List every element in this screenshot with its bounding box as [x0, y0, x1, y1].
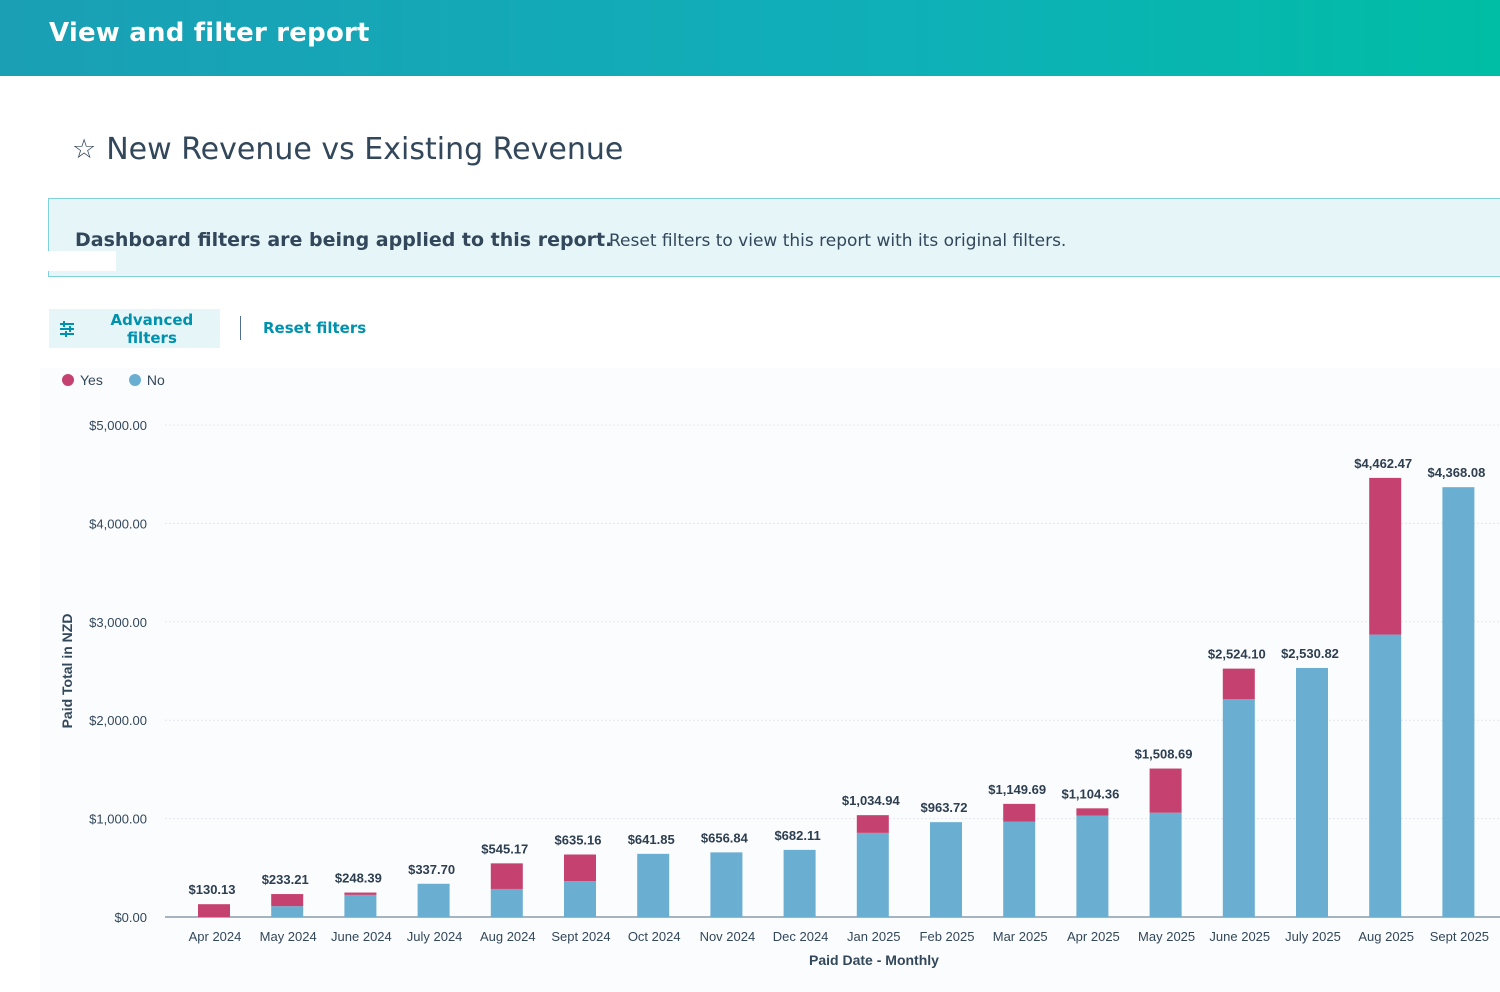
star-outline-icon[interactable]: ☆ — [72, 134, 97, 164]
sliders-icon — [60, 320, 74, 337]
y-axis-title: Paid Total in NZD — [59, 614, 75, 729]
bar-no — [856, 832, 889, 917]
data-label: $545.17 — [481, 841, 528, 856]
x-tick-label: Jan 2025 — [847, 929, 901, 944]
bar-yes — [564, 854, 596, 882]
data-label: $656.84 — [701, 830, 749, 845]
x-axis-title: Paid Date - Monthly — [809, 952, 939, 968]
bar-no — [1222, 699, 1255, 917]
legend-item-no[interactable]: No — [128, 372, 165, 388]
x-tick-label: June 2025 — [1209, 929, 1270, 944]
bar-no — [1442, 487, 1475, 917]
x-tick-label: Sept 2025 — [1430, 929, 1489, 944]
legend-dot-no — [128, 374, 141, 386]
x-tick-label: July 2024 — [407, 929, 463, 944]
legend-dot-yes — [62, 374, 74, 386]
advanced-filters-button[interactable]: Advanced filters — [49, 309, 220, 348]
bar-no — [1296, 667, 1328, 917]
data-label: $1,034.94 — [842, 793, 901, 808]
data-label: $130.13 — [189, 882, 236, 897]
x-tick-label: May 2025 — [1138, 929, 1195, 944]
bar-yes — [1149, 768, 1182, 813]
bar-no — [1003, 821, 1036, 917]
x-tick-label: Aug 2025 — [1358, 929, 1414, 944]
legend-label-no: No — [146, 372, 165, 388]
bar-no — [1149, 812, 1182, 917]
y-tick-label: $0.00 — [114, 910, 147, 925]
legend-item-yes[interactable]: Yes — [62, 372, 103, 388]
data-label: $233.21 — [262, 872, 309, 887]
y-tick-label: $2,000.00 — [89, 713, 147, 728]
x-tick-label: May 2024 — [260, 929, 317, 944]
bar-no — [1076, 815, 1109, 917]
data-label: $635.16 — [555, 833, 602, 848]
bar-no — [271, 906, 304, 917]
header-title: View and filter report — [49, 18, 370, 48]
y-tick-label: $1,000.00 — [89, 812, 147, 827]
data-label: $2,524.10 — [1208, 647, 1266, 662]
y-tick-label: $3,000.00 — [89, 615, 147, 630]
bar-no — [417, 883, 450, 917]
report-title: New Revenue vs Existing Revenue — [106, 132, 624, 167]
x-tick-label: Dec 2024 — [773, 929, 829, 944]
bar-no — [783, 849, 816, 917]
bar-yes — [1003, 803, 1036, 822]
bar-yes — [1222, 668, 1255, 700]
bar-yes — [198, 904, 230, 917]
y-tick-label: $5,000.00 — [89, 418, 147, 433]
x-tick-label: Mar 2025 — [993, 929, 1048, 944]
x-tick-label: Nov 2024 — [700, 929, 756, 944]
bar-yes — [271, 894, 304, 907]
data-label: $1,508.69 — [1135, 747, 1193, 762]
top-bar: View and filter report — [0, 0, 1500, 76]
report-title-row: ☆ New Revenue vs Existing Revenue — [72, 132, 623, 167]
data-label: $4,462.47 — [1354, 456, 1412, 471]
toolbar-divider — [240, 316, 241, 340]
x-tick-label: July 2025 — [1285, 929, 1341, 944]
bar-yes — [856, 815, 889, 833]
x-tick-label: Feb 2025 — [920, 929, 975, 944]
filters-banner: Dashboard filters are being applied to t… — [48, 198, 1500, 277]
data-label: $248.39 — [335, 871, 382, 886]
advanced-filters-label: Advanced filters — [110, 310, 194, 347]
bar-no — [930, 822, 962, 917]
bar-yes — [1369, 477, 1402, 635]
banner-notch — [48, 251, 116, 271]
bar-no — [637, 853, 670, 917]
bar-yes — [344, 892, 377, 895]
banner-text: Reset filters to view this report with i… — [609, 231, 1067, 251]
bar-yes — [490, 863, 523, 889]
x-tick-label: Apr 2024 — [189, 929, 242, 944]
x-tick-label: Aug 2024 — [480, 929, 536, 944]
bar-no — [1369, 634, 1402, 917]
data-label: $1,104.36 — [1061, 786, 1119, 801]
x-tick-label: June 2024 — [331, 929, 392, 944]
data-label: $641.85 — [628, 832, 675, 847]
y-tick-label: $4,000.00 — [89, 516, 147, 531]
data-label: $682.11 — [774, 828, 820, 843]
data-label: $337.70 — [408, 862, 455, 877]
legend-label-yes: Yes — [80, 372, 103, 388]
x-tick-label: Oct 2024 — [628, 929, 681, 944]
data-label: $1,149.69 — [988, 782, 1046, 797]
bar-no — [490, 888, 523, 917]
chart-panel — [40, 368, 1500, 992]
x-tick-label: Apr 2025 — [1067, 929, 1120, 944]
bar-no — [564, 881, 596, 917]
chart-legend: Yes No — [62, 372, 191, 388]
data-label: $2,530.82 — [1281, 646, 1339, 661]
bar-yes — [1076, 808, 1109, 816]
banner-heading: Dashboard filters are being applied to t… — [75, 229, 613, 251]
data-label: $4,368.08 — [1427, 465, 1485, 480]
data-label: $963.72 — [921, 800, 968, 815]
x-tick-label: Sept 2024 — [551, 929, 610, 944]
bar-no — [710, 852, 743, 917]
reset-filters-link[interactable]: Reset filters — [263, 319, 367, 337]
bar-no — [344, 894, 377, 917]
